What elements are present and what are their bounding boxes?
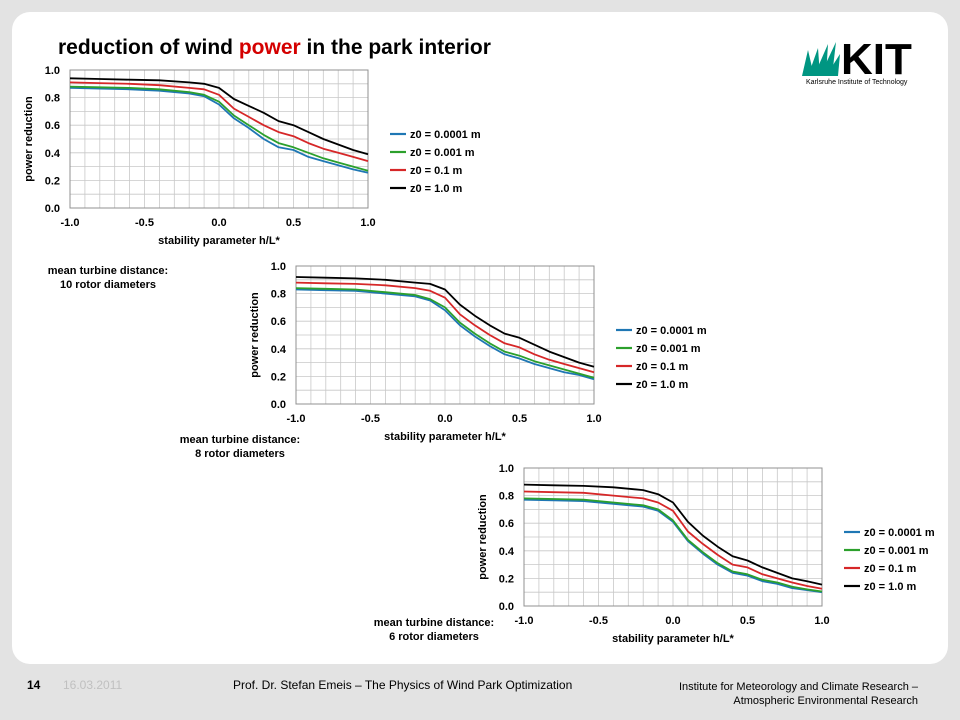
x-tick-label: 1.0 xyxy=(814,615,829,627)
kit-logo-text: KIT xyxy=(841,35,912,80)
kit-logo: KIT xyxy=(800,28,924,94)
distance-label-6: mean turbine distance: 6 rotor diameters xyxy=(346,616,522,644)
y-tick-label: 0.4 xyxy=(271,344,287,356)
y-axis-label: power reduction xyxy=(249,292,261,378)
series-line-1 xyxy=(295,288,595,381)
legend-label: z0 = 0.1 m xyxy=(410,165,463,177)
y-tick-label: 0.2 xyxy=(45,175,60,187)
y-tick-label: 0.0 xyxy=(271,399,286,411)
title-part-1: reduction of wind xyxy=(58,36,239,59)
x-axis-label: stability parameter h/L* xyxy=(612,633,734,645)
legend-label: z0 = 1.0 m xyxy=(636,379,689,391)
x-tick-label: -0.5 xyxy=(135,217,154,229)
x-tick-label: -1.0 xyxy=(515,615,534,627)
y-tick-label: 0.6 xyxy=(499,518,514,530)
legend-label: z0 = 0.001 m xyxy=(636,343,701,355)
x-axis-label: stability parameter h/L* xyxy=(158,235,280,247)
x-tick-label: 1.0 xyxy=(586,413,601,425)
series-line-1 xyxy=(69,87,369,174)
legend-label: z0 = 0.001 m xyxy=(410,147,475,159)
series-line-3 xyxy=(295,281,595,374)
series-line-2 xyxy=(523,497,823,593)
legend-label: z0 = 0.1 m xyxy=(864,563,917,575)
distance-label-6-line1: mean turbine distance: xyxy=(373,617,495,629)
legend-label: z0 = 0.1 m xyxy=(636,361,689,373)
x-tick-label: 0.0 xyxy=(437,413,452,425)
y-axis-label: power reduction xyxy=(477,494,489,580)
y-axis-label: power reduction xyxy=(23,96,35,182)
plot-frame xyxy=(69,69,369,209)
legend-label: z0 = 0.0001 m xyxy=(864,527,935,539)
x-tick-label: -0.5 xyxy=(361,413,380,425)
x-tick-label: 0.5 xyxy=(286,217,301,229)
kit-logo-subtitle: Karlsruhe Institute of Technology xyxy=(806,79,908,86)
footer-institute-line1: Institute for Meteorology and Climate Re… xyxy=(678,681,918,693)
legend-label: z0 = 0.0001 m xyxy=(636,325,707,337)
title-accent: power xyxy=(238,36,301,59)
y-tick-label: 0.8 xyxy=(271,289,286,301)
distance-label-10-line1: mean turbine distance: xyxy=(47,265,169,277)
title-part-2: in the park interior xyxy=(300,36,491,59)
page-number: 14 xyxy=(27,678,41,692)
kit-logo-fan xyxy=(802,42,840,76)
plot-frame xyxy=(295,265,595,405)
page-title: reduction of wind power in the park inte… xyxy=(58,36,491,60)
legend-label: z0 = 0.0001 m xyxy=(410,129,481,141)
series-line-2 xyxy=(295,287,595,379)
chart-10-rotor-diameters: 0.0 0.2 0.4 0.6 0.8 1.0 -1.0 -0.5 0.0 0.5 1.0 stabi… xyxy=(20,62,520,257)
x-tick-label: 0.0 xyxy=(665,615,680,627)
x-tick-label: 0.5 xyxy=(740,615,755,627)
legend-label: z0 = 1.0 m xyxy=(410,183,463,195)
series-line-2 xyxy=(69,85,369,172)
distance-label-8: mean turbine distance: 8 rotor diameters xyxy=(152,433,328,461)
y-tick-label: 0.2 xyxy=(499,573,514,585)
chart-8-rotor-diameters: 0.0 0.2 0.4 0.6 0.8 1.0 -1.0 -0.5 0.0 0.5 1.0 stabi… xyxy=(246,258,746,453)
x-tick-label: 1.0 xyxy=(360,217,375,229)
y-tick-label: 0.0 xyxy=(45,203,60,215)
footer-author: Prof. Dr. Stefan Emeis – The Physics of … xyxy=(233,678,573,692)
footer-institute: Institute for Meteorology and Climate Re… xyxy=(679,680,918,708)
y-tick-label: 0.8 xyxy=(499,491,514,503)
distance-label-8-line2: 8 rotor diameters xyxy=(195,448,285,460)
series-line-1 xyxy=(523,498,823,594)
kit-logo-graphic: KIT xyxy=(802,35,912,84)
y-tick-label: 0.0 xyxy=(499,601,514,613)
distance-label-6-line2: 6 rotor diameters xyxy=(389,631,479,643)
chart-6-rotor-diameters: 0.0 0.2 0.4 0.6 0.8 1.0 -1.0 -0.5 0.0 0.5 1.0 stabi… xyxy=(474,460,958,655)
y-tick-label: 1.0 xyxy=(499,463,514,475)
distance-label-8-line1: mean turbine distance: xyxy=(179,434,301,446)
y-tick-label: 1.0 xyxy=(271,261,286,273)
chart-svg-2: 0.0 0.2 0.4 0.6 0.8 1.0 -1.0 -0.5 0.0 0.5 1.0 stabi… xyxy=(249,261,707,443)
x-tick-label: 0.0 xyxy=(211,217,226,229)
y-tick-label: 0.4 xyxy=(499,546,515,558)
footer-date: 16.03.2011 xyxy=(63,678,123,692)
chart-svg-3: 0.0 0.2 0.4 0.6 0.8 1.0 -1.0 -0.5 0.0 0.5 1.0 stabi… xyxy=(477,463,935,645)
chart-svg-1: 0.0 0.2 0.4 0.6 0.8 1.0 -1.0 -0.5 0.0 0.5 1.0 stabi… xyxy=(23,65,481,247)
series-line-4 xyxy=(69,77,369,156)
series-line-4 xyxy=(523,483,823,586)
x-tick-label: 0.5 xyxy=(512,413,527,425)
series-line-3 xyxy=(523,490,823,590)
y-tick-label: 0.8 xyxy=(45,93,60,105)
x-tick-label: -1.0 xyxy=(61,217,80,229)
y-tick-label: 0.2 xyxy=(271,371,286,383)
series-line-4 xyxy=(295,276,595,368)
distance-label-10: mean turbine distance: 10 rotor diameter… xyxy=(20,264,196,292)
x-tick-label: -0.5 xyxy=(589,615,608,627)
distance-label-10-line2: 10 rotor diameters xyxy=(60,279,156,291)
x-tick-label: -1.0 xyxy=(287,413,306,425)
plot-frame xyxy=(523,467,823,607)
y-tick-label: 0.4 xyxy=(45,148,61,160)
y-tick-label: 1.0 xyxy=(45,65,60,77)
series-line-3 xyxy=(69,81,369,162)
y-tick-label: 0.6 xyxy=(271,316,286,328)
y-tick-label: 0.6 xyxy=(45,120,60,132)
legend-label: z0 = 0.001 m xyxy=(864,545,929,557)
footer-institute-line2: Atmospheric Environmental Research xyxy=(733,695,918,707)
legend-label: z0 = 1.0 m xyxy=(864,581,917,593)
x-axis-label: stability parameter h/L* xyxy=(384,431,506,443)
